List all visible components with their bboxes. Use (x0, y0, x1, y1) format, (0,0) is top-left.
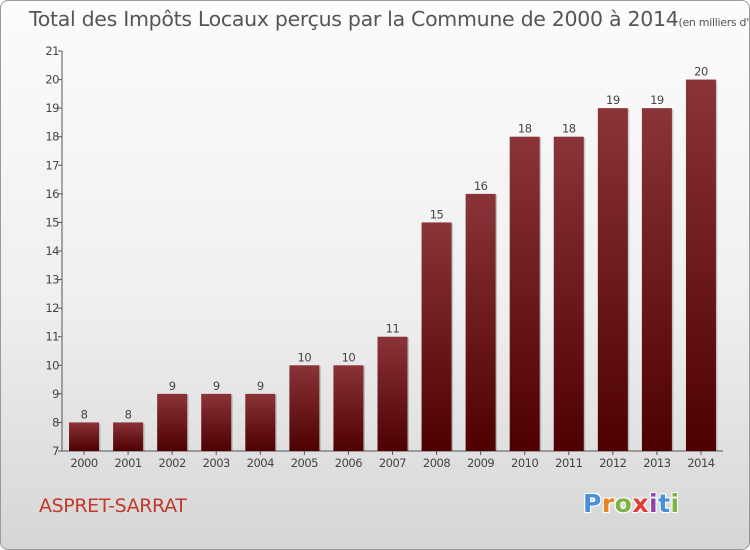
y-tick-label: 19 (45, 101, 59, 115)
bar (377, 336, 408, 451)
data-label: 9 (169, 379, 176, 393)
chart-title: Total des Impôts Locaux perçus par la Co… (29, 7, 749, 31)
y-tick-label: 13 (45, 273, 59, 287)
y-tick-label: 18 (45, 130, 59, 144)
bar (157, 393, 188, 451)
bar (113, 422, 144, 451)
y-tick-label: 8 (52, 415, 59, 429)
bar (465, 193, 496, 451)
logo-letter: i (649, 489, 659, 518)
y-tick-label: 7 (52, 444, 59, 458)
data-label: 9 (213, 379, 220, 393)
logo-letter: r (601, 489, 615, 518)
data-label: 11 (386, 322, 400, 336)
data-label: 15 (430, 207, 444, 221)
y-tick-label: 10 (45, 358, 59, 372)
bar (597, 108, 628, 452)
data-label: 9 (257, 379, 264, 393)
y-tick-label: 15 (45, 215, 59, 229)
bar (333, 365, 364, 451)
x-tick-label: 2006 (335, 456, 362, 470)
bar (553, 136, 584, 451)
data-label: 20 (694, 65, 708, 79)
x-tick-label: 2003 (203, 456, 230, 470)
y-tick-label: 17 (45, 158, 59, 172)
data-label: 19 (650, 93, 664, 107)
data-label: 10 (298, 350, 312, 364)
title-unit: (en milliers d'€) (678, 16, 749, 29)
bar (245, 393, 276, 451)
x-tick-label: 2009 (467, 456, 494, 470)
x-tick-label: 2001 (114, 456, 141, 470)
bar (685, 79, 716, 452)
proxiti-logo: Proxiti (583, 489, 680, 518)
y-tick-label: 20 (45, 73, 59, 87)
bar (641, 108, 672, 452)
logo-letter: x (632, 489, 649, 518)
x-tick-label: 2011 (555, 456, 582, 470)
x-tick-label: 2005 (291, 456, 318, 470)
commune-name: ASPRET-SARRAT (39, 495, 187, 517)
y-tick-label: 9 (52, 387, 59, 401)
x-tick-label: 2014 (687, 456, 714, 470)
x-tick-label: 2002 (159, 456, 186, 470)
x-tick-label: 2007 (379, 456, 406, 470)
data-label: 8 (81, 407, 88, 421)
logo-letter: P (583, 489, 602, 518)
x-tick-label: 2013 (643, 456, 670, 470)
bar (69, 422, 100, 451)
data-label: 8 (125, 407, 132, 421)
y-tick-label: 11 (45, 330, 59, 344)
logo-letter: o (614, 489, 633, 518)
x-tick-label: 2004 (247, 456, 274, 470)
bar (201, 393, 232, 451)
title-text: Total des Impôts Locaux perçus par la Co… (29, 7, 679, 31)
y-tick-label: 12 (45, 301, 59, 315)
x-tick-label: 2012 (599, 456, 626, 470)
logo-letter: i (670, 489, 680, 518)
x-tick-label: 2000 (70, 456, 97, 470)
data-label: 16 (474, 179, 488, 193)
bar (289, 365, 320, 451)
y-tick-label: 14 (45, 244, 59, 258)
data-label: 19 (606, 93, 620, 107)
x-tick-label: 2008 (423, 456, 450, 470)
data-label: 10 (342, 350, 356, 364)
x-tick-label: 2010 (511, 456, 538, 470)
bar (421, 222, 452, 451)
data-label: 18 (518, 122, 532, 136)
bar (509, 136, 540, 451)
y-tick-label: 21 (45, 44, 59, 58)
y-tick-label: 16 (45, 187, 59, 201)
data-label: 18 (562, 122, 576, 136)
logo-letter: t (658, 489, 671, 518)
